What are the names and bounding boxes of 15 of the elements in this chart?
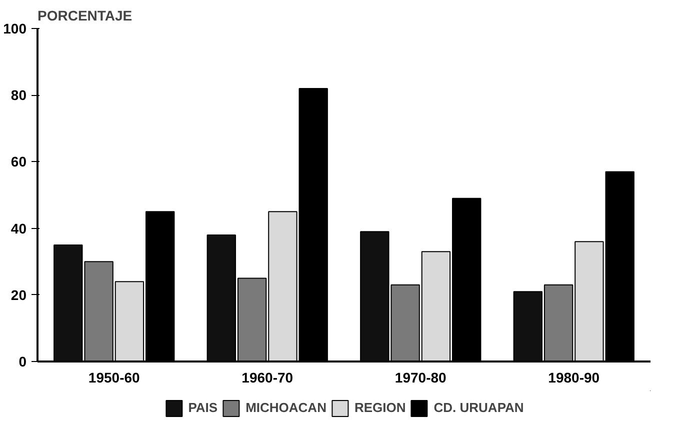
x-tick-label: 1950-60 <box>88 370 140 386</box>
y-tick-label: 0 <box>18 354 27 370</box>
y-tick-label: 20 <box>10 286 27 303</box>
legend-label: REGION <box>354 400 406 415</box>
y-tick-label: 100 <box>3 20 27 36</box>
legend-label: MICHOACAN <box>246 400 326 415</box>
y-tick-label: 80 <box>10 87 27 104</box>
x-tick-label: 1980-90 <box>548 370 600 386</box>
legend-label: CD. URUAPAN <box>434 400 524 415</box>
y-tick-label: 40 <box>10 220 27 236</box>
y-axis-title: PORCENTAJE <box>38 8 132 24</box>
x-tick-label: 1970-80 <box>394 370 447 386</box>
x-tick-label: 1960-70 <box>242 370 294 386</box>
y-tick-label: 60 <box>10 154 27 170</box>
legend-label: PAIS <box>188 400 218 415</box>
